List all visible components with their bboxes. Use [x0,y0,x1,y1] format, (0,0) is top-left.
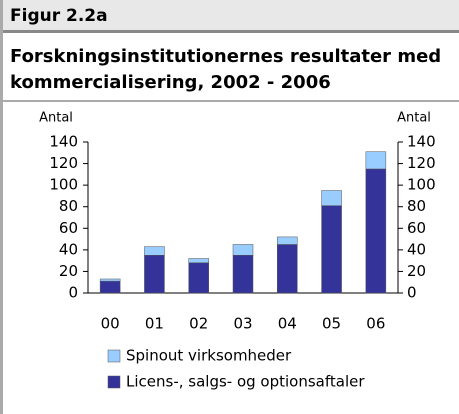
figure-label: Figur 2.2a [10,6,108,26]
bar-segment [144,246,165,256]
bar-segment [232,255,254,294]
legend-label: Licens-, salgs- og optionsaftaler [126,373,365,391]
x-tick-label: 04 [278,315,297,333]
bar-segment [277,244,298,294]
legend-swatch [107,375,121,389]
bar-segment [321,190,342,206]
title-rule [3,100,459,102]
y-tick-label: 120 [49,154,78,172]
header-rule [0,30,459,33]
bar-segment [188,262,209,294]
bar-segment [365,168,387,294]
bar-segment [232,244,254,256]
y2-tick-label: 0 [407,284,417,302]
y2-tick-label: 60 [407,219,426,237]
y-tick-label: 0 [68,284,78,302]
y2-axis-label: Antal [397,111,431,126]
x-tick-label: 00 [101,315,120,333]
bar-segment [321,205,342,294]
x-tick-label: 01 [145,315,164,333]
y-tick-label: 140 [49,133,78,151]
y2-tick-label: 100 [407,176,436,194]
legend-label: Spinout virksomheder [126,347,292,365]
y2-tick-label: 80 [407,197,426,215]
left-border [0,0,3,414]
bar-segment [144,255,165,294]
y2-tick-label: 20 [407,262,426,280]
y2-tick-label: 40 [407,240,426,258]
chart-title: Forskningsinstitutionernes resultater me… [10,46,441,67]
y-tick-label: 100 [49,176,78,194]
x-tick-label: 03 [233,315,252,333]
legend-swatch [107,349,121,363]
y2-tick-label: 140 [407,133,436,151]
x-tick-label: 06 [366,315,385,333]
y-axis-label: Antal [39,111,73,126]
bar-segment [99,278,121,282]
x-tick-label: 02 [189,315,208,333]
y-tick-label: 80 [59,197,78,215]
y2-tick-label: 120 [407,154,436,172]
y-tick-label: 20 [59,262,78,280]
bar-segment [365,151,387,170]
x-tick-label: 05 [322,315,341,333]
y-tick-label: 40 [59,240,78,258]
bar-segment [99,280,121,294]
y-tick-label: 60 [59,219,78,237]
header-band [0,0,459,30]
bar-segment [277,236,298,245]
bar-segment [188,258,209,264]
chart-title: kommercialisering, 2002 - 2006 [10,72,331,93]
